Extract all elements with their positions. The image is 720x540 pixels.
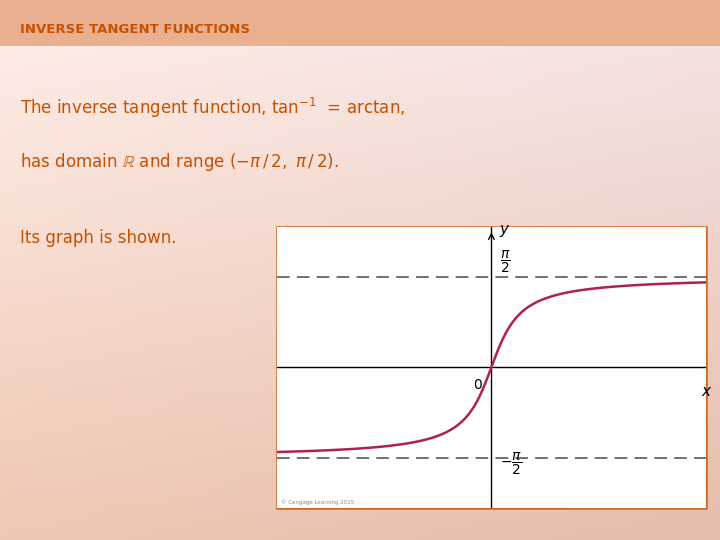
Text: $-\dfrac{\pi}{2}$: $-\dfrac{\pi}{2}$ bbox=[500, 450, 523, 477]
Text: $y$: $y$ bbox=[499, 224, 510, 239]
Text: INVERSE TANGENT FUNCTIONS: INVERSE TANGENT FUNCTIONS bbox=[20, 23, 250, 36]
Text: $\dfrac{\pi}{2}$: $\dfrac{\pi}{2}$ bbox=[500, 248, 510, 275]
Text: $x$: $x$ bbox=[701, 383, 713, 399]
Text: Its graph is shown.: Its graph is shown. bbox=[20, 228, 176, 247]
Text: has domain $\mathbb{R}$ and range $(-\pi\,/\,2,\ \pi\,/\,2)$.: has domain $\mathbb{R}$ and range $(-\pi… bbox=[20, 151, 339, 173]
Text: $0$: $0$ bbox=[473, 378, 483, 392]
Text: © Cengage Learning 2015: © Cengage Learning 2015 bbox=[282, 499, 355, 505]
Text: The inverse tangent function, tan$^{-1}$  = arctan,: The inverse tangent function, tan$^{-1}$… bbox=[20, 96, 405, 120]
Bar bbox=[277, 227, 706, 508]
Bar bbox=[0, 0, 720, 46]
